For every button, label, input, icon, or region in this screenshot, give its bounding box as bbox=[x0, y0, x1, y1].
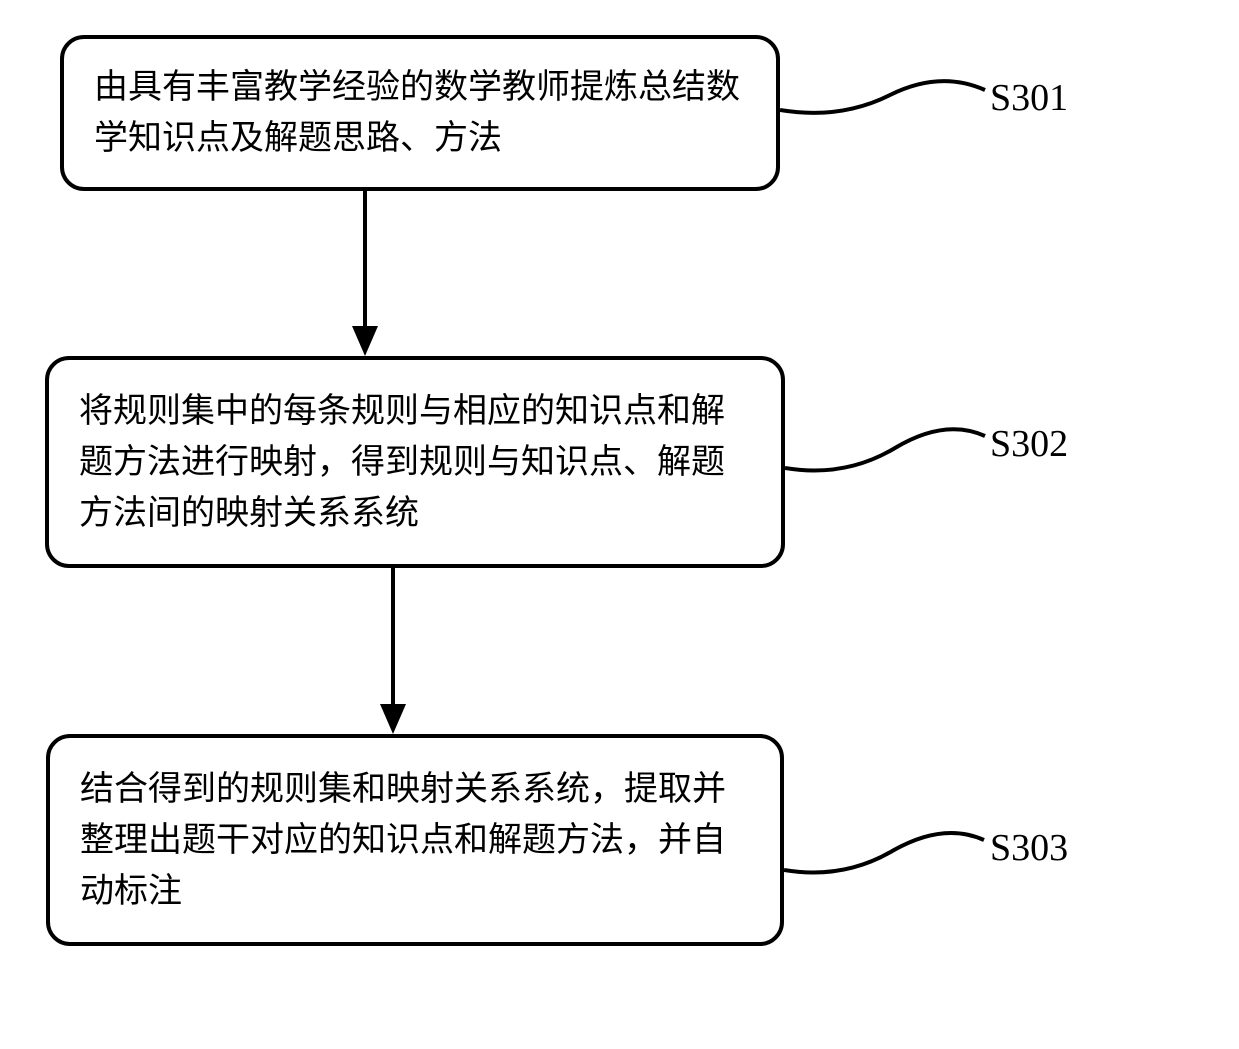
node-text: 由具有丰富教学经验的数学教师提炼总结数学知识点及解题思路、方法 bbox=[94, 62, 746, 164]
label-connector-s302 bbox=[785, 408, 995, 488]
flow-node-s303: 结合得到的规则集和映射关系系统，提取并整理出题干对应的知识点和解题方法，并自动标… bbox=[46, 734, 784, 946]
arrow-n2-n3 bbox=[373, 568, 413, 734]
step-label-s301: S301 bbox=[990, 76, 1068, 120]
label-connector-s301 bbox=[780, 60, 990, 140]
node-text: 将规则集中的每条规则与相应的知识点和解题方法进行映射，得到规则与知识点、解题方法… bbox=[79, 386, 751, 539]
label-connector-s303 bbox=[784, 812, 994, 892]
arrow-n1-n2 bbox=[345, 191, 385, 356]
flow-node-s301: 由具有丰富教学经验的数学教师提炼总结数学知识点及解题思路、方法 bbox=[60, 35, 780, 191]
step-label-s302: S302 bbox=[990, 422, 1068, 466]
flow-node-s302: 将规则集中的每条规则与相应的知识点和解题方法进行映射，得到规则与知识点、解题方法… bbox=[45, 356, 785, 568]
step-label-s303: S303 bbox=[990, 826, 1068, 870]
node-text: 结合得到的规则集和映射关系系统，提取并整理出题干对应的知识点和解题方法，并自动标… bbox=[80, 764, 750, 917]
